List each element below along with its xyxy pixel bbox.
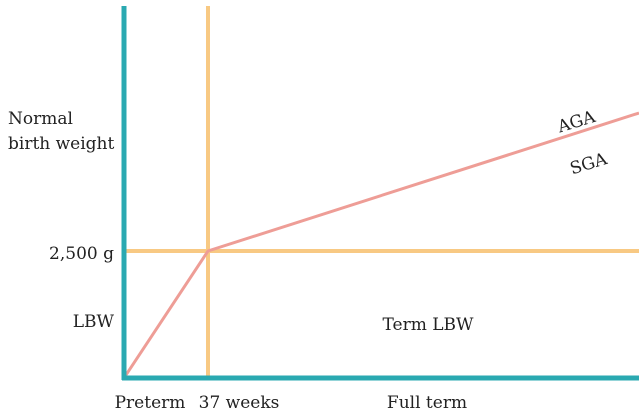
weeks-label: 37 weeks: [199, 393, 280, 412]
lbw-label: LBW: [73, 312, 115, 332]
term-lbw-label: Term LBW: [383, 315, 475, 335]
preterm-label: Preterm: [115, 393, 186, 412]
y-label: Normal: [8, 109, 73, 129]
weight-label: 2,500 g: [49, 244, 114, 264]
y-label: birth weight: [8, 134, 115, 154]
full-term-label: Full term: [387, 393, 467, 412]
growth-line: [122, 111, 639, 379]
sga-label: SGA: [568, 149, 610, 179]
